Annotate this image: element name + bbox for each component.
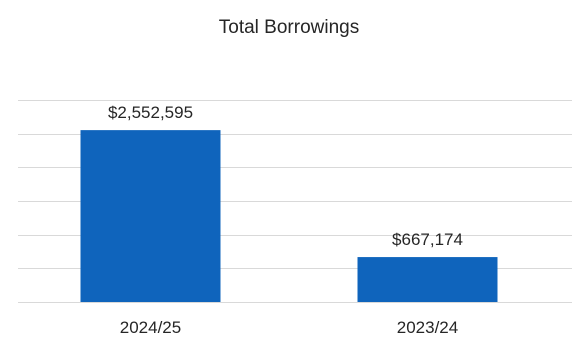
chart-title: Total Borrowings — [219, 17, 359, 38]
category-labels: 2024/25 2023/24 — [120, 318, 458, 337]
bars — [80, 130, 498, 302]
category-label: 2024/25 — [120, 318, 181, 337]
data-labels: $2,552,595 $667,174 — [108, 103, 463, 249]
data-label: $2,552,595 — [108, 103, 193, 122]
category-label: 2023/24 — [397, 318, 458, 337]
bar-2023-24 — [357, 257, 498, 302]
data-label: $667,174 — [392, 230, 463, 249]
bar-2024-25 — [80, 130, 221, 302]
